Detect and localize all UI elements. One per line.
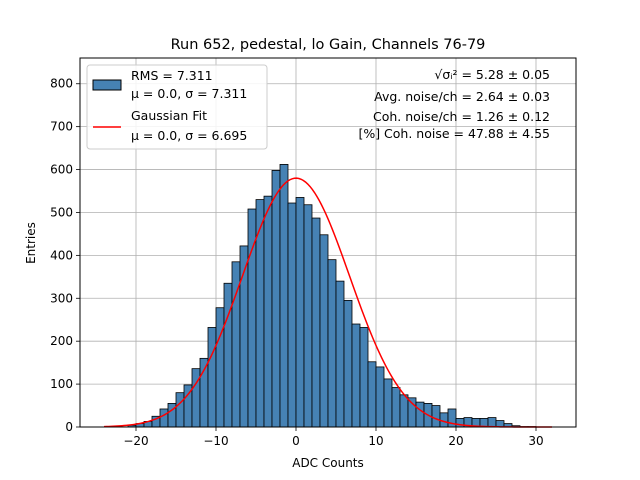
y-tick-label: 100 bbox=[50, 377, 73, 391]
y-tick-label: 400 bbox=[50, 248, 73, 262]
legend-histogram-label: RMS = 7.311 bbox=[131, 68, 213, 83]
annotation-sigma: √σᵢ² = 5.28 ± 0.05 bbox=[434, 67, 550, 82]
histogram-bar bbox=[335, 280, 345, 428]
histogram-bar bbox=[343, 300, 353, 428]
histogram-bar bbox=[351, 323, 361, 428]
x-tick-label: 30 bbox=[528, 434, 543, 448]
y-axis-label: Entries bbox=[24, 222, 38, 264]
x-tick-label: 0 bbox=[292, 434, 300, 448]
histogram-bar bbox=[431, 405, 441, 428]
histogram-bar bbox=[319, 234, 329, 428]
noise-annotations: √σᵢ² = 5.28 ± 0.05 Avg. noise/ch = 2.64 … bbox=[358, 67, 550, 141]
annotation-coh-noise: Coh. noise/ch = 1.26 ± 0.12 bbox=[373, 109, 550, 124]
legend-frame bbox=[86, 64, 268, 150]
histogram-bar bbox=[391, 387, 401, 428]
x-tick-label: −10 bbox=[203, 434, 228, 448]
y-tick-label: 500 bbox=[50, 205, 73, 219]
histogram-bar bbox=[327, 259, 337, 428]
histogram-bar bbox=[223, 282, 233, 428]
histogram-bar bbox=[263, 195, 273, 428]
legend-fit-label: Gaussian Fit bbox=[131, 108, 207, 123]
histogram-bars bbox=[127, 164, 537, 428]
gaussian-fit-curve bbox=[103, 177, 552, 428]
histogram-bar bbox=[215, 307, 225, 428]
x-axis-ticks: −20 −10 0 10 20 30 bbox=[123, 427, 544, 448]
x-tick-label: −20 bbox=[123, 434, 148, 448]
legend-histogram-swatch bbox=[92, 79, 122, 91]
histogram-bar bbox=[375, 366, 385, 428]
x-axis-label: ADC Counts bbox=[292, 456, 364, 470]
histogram-bar bbox=[279, 164, 289, 428]
legend: RMS = 7.311 μ = 0.0, σ = 7.311 Gaussian … bbox=[86, 64, 268, 150]
y-axis-ticks: 0 100 200 300 400 500 600 700 800 bbox=[50, 77, 80, 434]
histogram-bar bbox=[303, 204, 313, 428]
y-tick-label: 600 bbox=[50, 163, 73, 177]
histogram-bar bbox=[311, 217, 321, 428]
chart-title: Run 652, pedestal, lo Gain, Channels 76-… bbox=[171, 37, 486, 53]
annotation-avg-noise: Avg. noise/ch = 2.64 ± 0.03 bbox=[374, 89, 550, 104]
histogram-bar bbox=[207, 327, 217, 428]
histogram-bar bbox=[487, 417, 497, 428]
histogram-bar bbox=[191, 368, 201, 428]
annotation-pct-coh-noise: [%] Coh. noise = 47.88 ± 4.55 bbox=[358, 126, 550, 141]
y-tick-label: 800 bbox=[50, 77, 73, 91]
histogram-bar bbox=[159, 408, 169, 428]
legend-histogram-stats: μ = 0.0, σ = 7.311 bbox=[131, 86, 247, 101]
histogram-bar bbox=[359, 327, 369, 428]
y-tick-label: 300 bbox=[50, 291, 73, 305]
y-tick-label: 200 bbox=[50, 334, 73, 348]
histogram-bar bbox=[399, 394, 409, 428]
x-tick-label: 20 bbox=[448, 434, 463, 448]
legend-fit-stats: μ = 0.0, σ = 6.695 bbox=[131, 128, 247, 143]
histogram-bar bbox=[367, 361, 377, 428]
x-tick-label: 10 bbox=[368, 434, 383, 448]
histogram-bar bbox=[175, 392, 185, 428]
histogram-bar bbox=[383, 378, 393, 428]
histogram-bar bbox=[495, 420, 505, 428]
histogram-bar bbox=[295, 197, 305, 428]
y-tick-label: 0 bbox=[65, 420, 73, 434]
histogram-bar bbox=[287, 202, 297, 428]
plot-frame bbox=[79, 57, 577, 428]
histogram-bar bbox=[271, 170, 281, 428]
histogram-bar bbox=[415, 401, 425, 428]
y-tick-label: 700 bbox=[50, 120, 73, 134]
